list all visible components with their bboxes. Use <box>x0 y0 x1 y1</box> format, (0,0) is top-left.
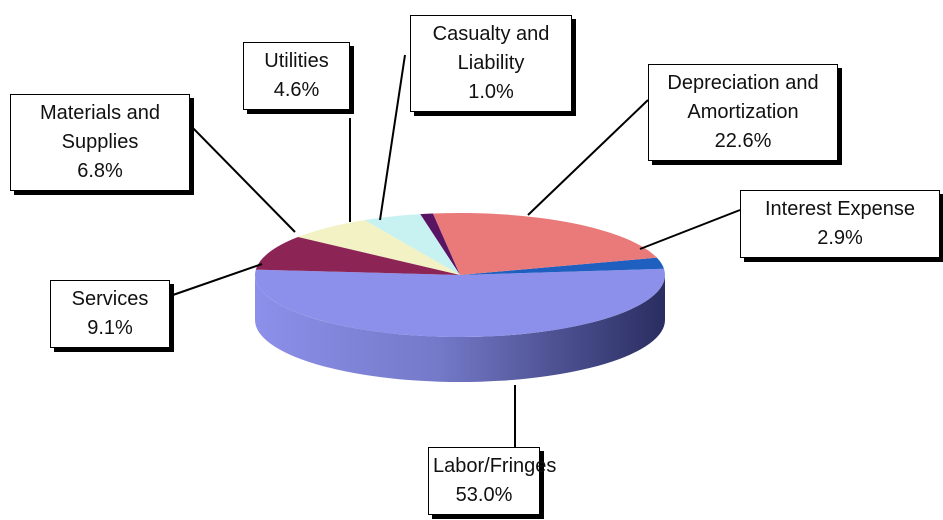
label-value: 2.9% <box>817 227 863 249</box>
slice-side <box>255 275 665 382</box>
slice <box>432 213 657 275</box>
leader-line <box>169 263 263 297</box>
data-label: Services 9.1% <box>50 280 170 348</box>
label-category: Interest Expense <box>764 198 916 220</box>
data-label: Labor/Fringes 53.0% <box>428 447 557 515</box>
data-label: Interest Expense 2.9% <box>740 190 940 258</box>
label-category: Utilities <box>264 50 329 72</box>
label-value: 6.8% <box>77 160 123 182</box>
data-label: Utilities 4.6% <box>243 42 350 110</box>
data-label: Casualty and Liability 1.0% <box>410 15 572 112</box>
slice <box>364 214 460 275</box>
label-category: Labor/Fringes <box>433 455 557 477</box>
label-category: Services <box>71 288 149 310</box>
label-value: 22.6% <box>714 130 772 152</box>
slice <box>460 257 664 275</box>
leader-line <box>639 209 741 250</box>
label-value: 9.1% <box>87 317 133 339</box>
data-label: Materials and Supplies 6.8% <box>10 94 190 191</box>
label-category: Depreciation and Amortization <box>667 72 819 123</box>
label-category: Casualty and Liability <box>432 23 550 74</box>
slice <box>255 237 460 275</box>
leader-line <box>189 124 296 233</box>
slice <box>254 268 665 338</box>
leader-line <box>527 99 649 216</box>
label-value: 53.0% <box>455 484 513 506</box>
slice <box>420 213 460 275</box>
label-category: Materials and Supplies <box>39 102 161 153</box>
label-value: 1.0% <box>468 81 514 103</box>
data-label: Depreciation and Amortization 22.6% <box>648 64 838 161</box>
slice <box>297 220 460 275</box>
leader-line <box>379 54 406 221</box>
label-value: 4.6% <box>273 79 320 101</box>
